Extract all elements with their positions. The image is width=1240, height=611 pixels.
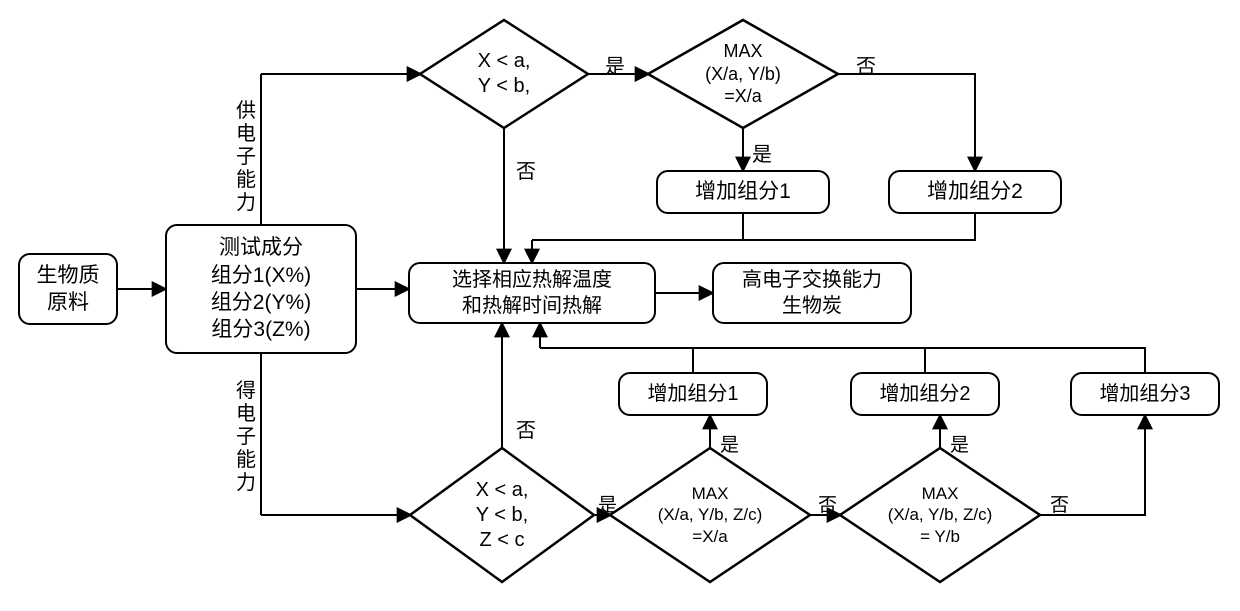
node-add1_top: 增加组分1 <box>656 170 830 214</box>
edge-label-fou_top2: 否 <box>516 155 536 184</box>
edge-label-shi_bot3: 是 <box>950 430 969 457</box>
edge-label-fou_bot1: 否 <box>516 414 536 443</box>
node-add2_bot: 增加组分2 <box>850 372 1000 416</box>
edge-label-shi_top1: 是 <box>605 50 625 79</box>
edge-label-fou_bot3: 否 <box>1050 490 1069 517</box>
edge-label-shi_top2: 是 <box>752 138 772 167</box>
vlabel-supply: 供电子能力 <box>236 100 256 215</box>
node-test: 测试成分 组分1(X%) 组分2(Y%) 组分3(Z%) <box>165 224 357 354</box>
node-raw: 生物质 原料 <box>18 253 118 325</box>
node-add2_top: 增加组分2 <box>888 170 1062 214</box>
node-add1_bot: 增加组分1 <box>618 372 768 416</box>
node-d_top: X < a, Y < b, <box>420 20 588 128</box>
node-d_max_bot1: MAX (X/a, Y/b, Z/c) =X/a <box>610 448 810 582</box>
node-select: 选择相应热解温度 和热解时间热解 <box>408 262 656 324</box>
node-d_bot: X < a, Y < b, Z < c <box>410 448 594 582</box>
node-output: 高电子交换能力 生物炭 <box>712 262 912 324</box>
edge-label-shi_bot1: 是 <box>598 490 617 517</box>
flowchart-canvas: 生物质 原料测试成分 组分1(X%) 组分2(Y%) 组分3(Z%) X < a,… <box>0 0 1240 611</box>
edge-label-fou_top1: 否 <box>856 50 876 79</box>
node-d_max_top: MAX (X/a, Y/b) =X/a <box>648 20 838 128</box>
vlabel-gain: 得电子能力 <box>236 380 256 495</box>
node-d_max_bot2: MAX (X/a, Y/b, Z/c) = Y/b <box>840 448 1040 582</box>
node-add3_bot: 增加组分3 <box>1070 372 1220 416</box>
edge-label-fou_bot2: 否 <box>818 490 837 517</box>
edge-label-shi_bot2: 是 <box>720 430 739 457</box>
